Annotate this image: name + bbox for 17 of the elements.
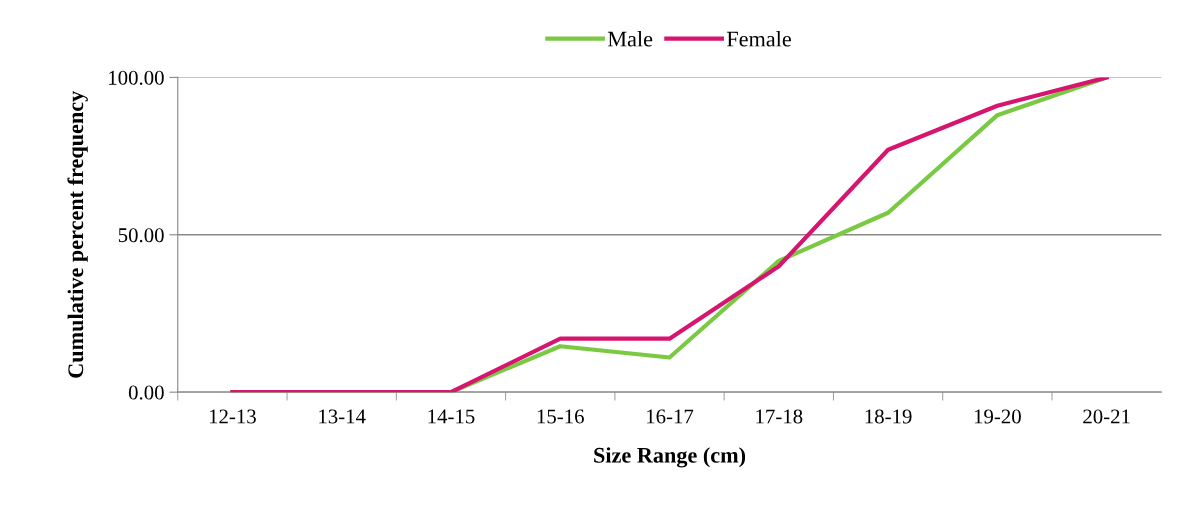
x-tick-label: 15-16 — [537, 409, 584, 424]
legend-label: Male — [607, 30, 653, 47]
x-axis-title: Size Range (cm) — [594, 447, 746, 468]
x-tick-label: 16-17 — [647, 409, 694, 424]
legend-label: Female — [726, 30, 791, 47]
x-tick-label: 17-18 — [756, 409, 803, 424]
x-tick-label: 12-13 — [209, 409, 256, 424]
x-tick-label: 13-14 — [319, 409, 366, 424]
x-tick-label: 14-15 — [428, 409, 475, 424]
x-tick-label: 19-20 — [974, 409, 1021, 424]
x-tick-label: 20-21 — [1083, 409, 1130, 424]
x-tick-label: 18-19 — [865, 409, 912, 424]
line-series — [230, 77, 1109, 393]
y-tick-label: 50.00 — [118, 228, 164, 243]
y-tick-label: 0.00 — [128, 385, 164, 400]
y-tick-label: 100.00 — [109, 70, 164, 85]
y-axis-title: Cumulative percent frequency — [67, 90, 88, 378]
